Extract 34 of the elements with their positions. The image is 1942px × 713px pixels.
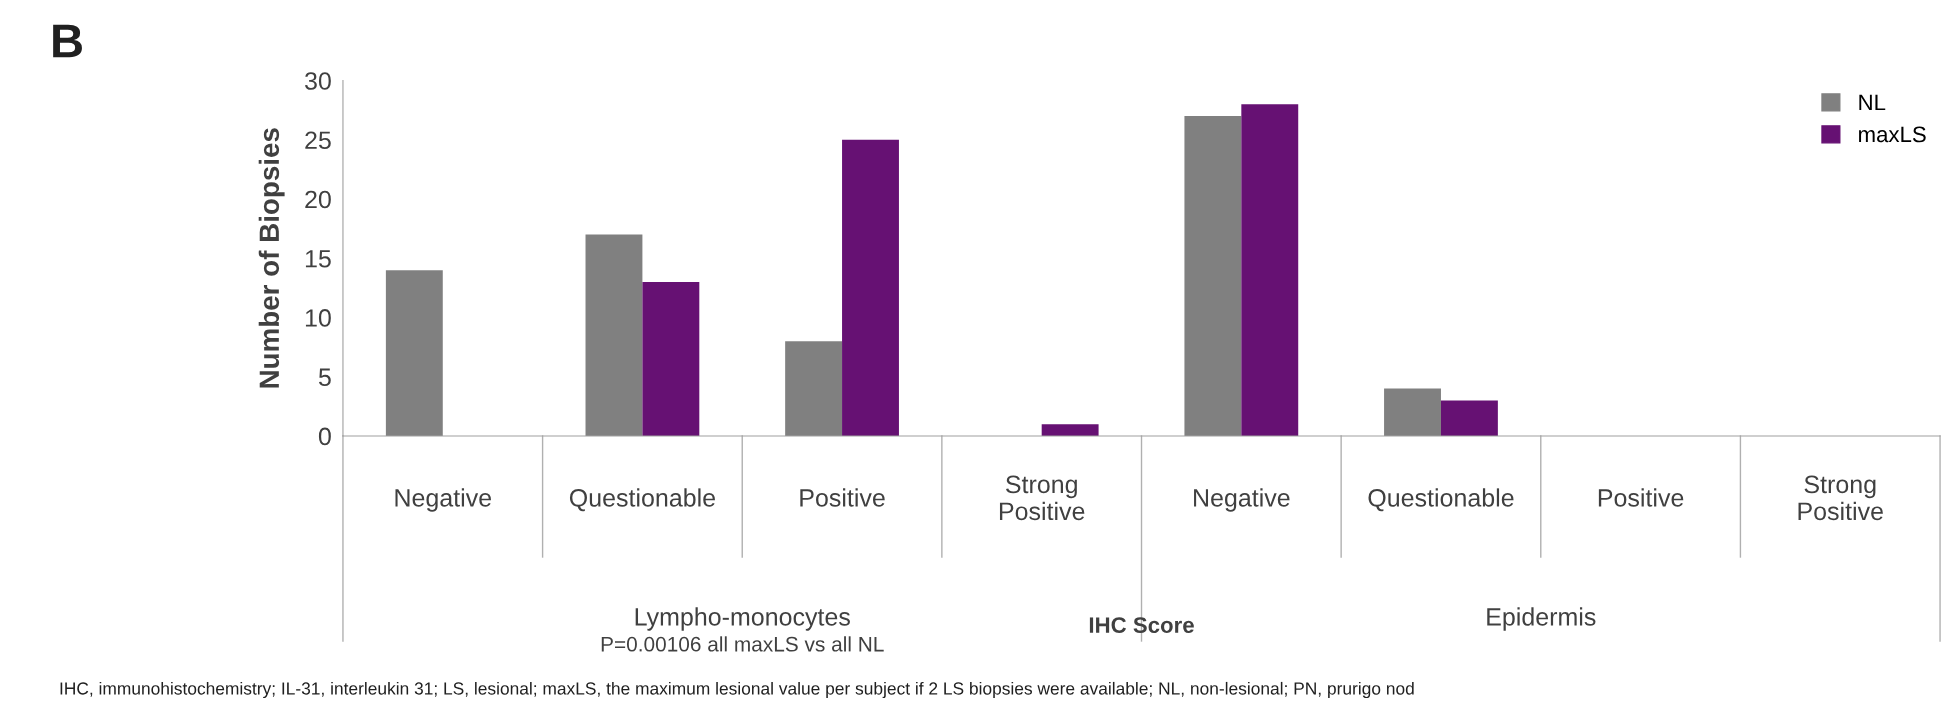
y-axis-title: Number of Biopsies xyxy=(258,128,285,388)
bar xyxy=(1241,104,1299,436)
y-tick-label: 10 xyxy=(305,309,331,327)
y-tick-label: 15 xyxy=(305,250,331,268)
y-tick-label: 25 xyxy=(305,131,331,150)
y-tick-label: 5 xyxy=(318,368,331,387)
y-tick-label: 0 xyxy=(318,427,331,446)
text: IHC, immunohistochemistry; IL-31, interleukin 31; LS, lesional; maxLS, the maximum lesional value per subject if 2 LS biopsies were available; NL, non-lesional; PN, prurigo nod xyxy=(60,681,1414,699)
x-tick-label: Positive xyxy=(800,488,885,507)
legend-label: maxLS xyxy=(1859,126,1926,143)
x-tick-label: Questionable xyxy=(569,488,715,512)
bar xyxy=(1184,116,1242,436)
bar xyxy=(1041,424,1099,436)
bar xyxy=(1384,388,1441,436)
bar xyxy=(585,234,643,436)
text: Epidermis xyxy=(1487,607,1596,631)
y-tick-label: 20 xyxy=(305,190,331,209)
legend-label: NL xyxy=(1859,94,1886,111)
bar xyxy=(385,270,443,436)
x-tick-label: Negative xyxy=(1194,488,1290,512)
bar xyxy=(785,341,843,436)
x-tick-label: Positive xyxy=(1598,488,1684,507)
x-tick-label: Negative xyxy=(395,488,491,512)
x-axis-title: IHC Score xyxy=(1089,617,1194,633)
bar xyxy=(642,281,700,436)
text: B xyxy=(53,24,82,58)
text: P=0.00106 all maxLS vs all NL xyxy=(601,636,884,652)
bar xyxy=(842,139,899,436)
x-tick-label: Strong Positive xyxy=(999,475,1085,521)
bar xyxy=(1440,400,1498,436)
x-tick-label: Questionable xyxy=(1368,488,1514,512)
y-tick-label: 30 xyxy=(304,72,331,90)
x-tick-label: Strong Positive xyxy=(1798,475,1883,521)
text: Lympho-monocytes xyxy=(635,607,850,631)
